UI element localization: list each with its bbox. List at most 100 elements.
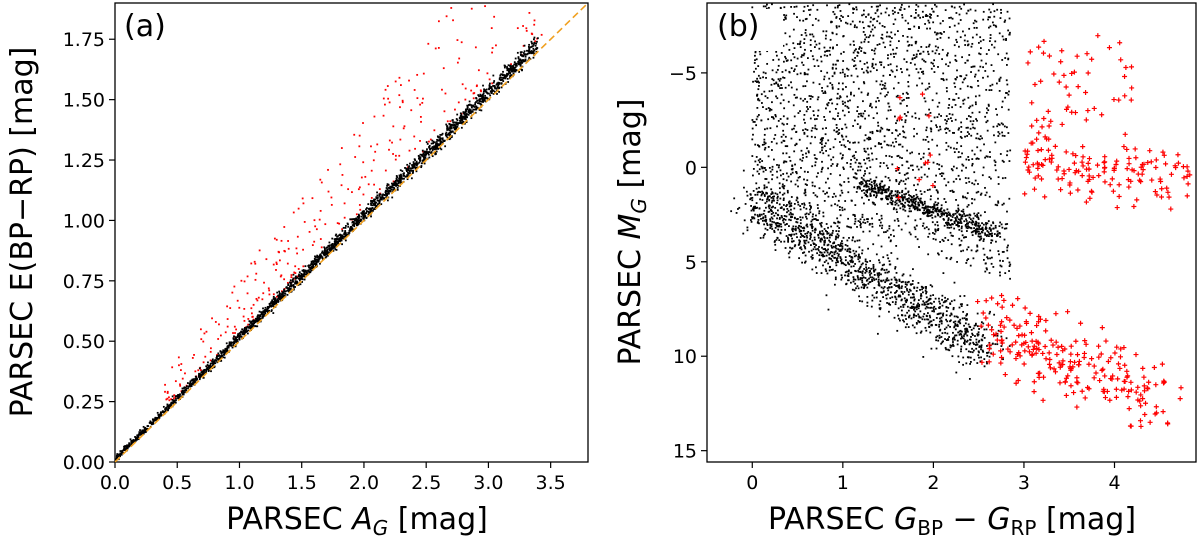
data-point (202, 373, 205, 376)
data-point (391, 196, 394, 199)
data-point (367, 207, 370, 210)
data-point (893, 235, 895, 238)
data-point (791, 128, 794, 131)
data-point (846, 270, 848, 273)
data-point (929, 302, 932, 305)
data-point (838, 132, 841, 134)
data-point (790, 202, 793, 205)
data-point (945, 148, 948, 151)
data-point (478, 102, 480, 105)
data-point (803, 241, 806, 244)
data-point (965, 262, 968, 264)
data-point (933, 71, 936, 73)
data-point (948, 349, 951, 352)
data-point (900, 3, 903, 6)
data-point (750, 209, 753, 212)
data-point (825, 150, 828, 152)
y-tick-label: 0.00 (63, 452, 105, 474)
data-point (859, 218, 862, 221)
data-point (836, 44, 838, 46)
data-point (295, 275, 297, 278)
data-point (852, 276, 855, 279)
data-point (855, 26, 858, 29)
data-point (399, 138, 402, 141)
data-point (401, 170, 404, 173)
data-point (421, 149, 424, 152)
data-point (915, 40, 918, 43)
data-point (774, 192, 777, 195)
data-point (763, 193, 766, 196)
data-point (992, 266, 995, 268)
data-point (819, 151, 822, 154)
data-point (473, 92, 476, 94)
data-point (936, 229, 939, 232)
data-point (839, 95, 842, 98)
data-point (975, 20, 978, 23)
data-point (967, 43, 970, 46)
data-point (857, 141, 860, 144)
data-point (434, 47, 437, 50)
data-point (757, 98, 759, 101)
data-point (784, 135, 787, 138)
data-point (817, 65, 820, 68)
data-point (373, 200, 376, 203)
data-point (467, 113, 470, 116)
data-point (267, 287, 270, 290)
data-point (889, 63, 892, 66)
data-point (867, 199, 870, 201)
data-point (483, 97, 486, 99)
data-point (419, 156, 422, 159)
data-point (843, 114, 846, 117)
data-point (827, 167, 829, 170)
data-point (412, 170, 415, 173)
data-point (857, 165, 860, 168)
data-point (471, 104, 474, 107)
panel-a: 0.0 0.5 1.0 1.5 2.0 2.5 3.0 3.5 0.000.250.500.7… (5, 2, 589, 539)
data-point (976, 249, 979, 252)
data-point (871, 64, 874, 66)
data-point (435, 144, 438, 146)
data-point (493, 85, 496, 88)
data-point (892, 12, 895, 15)
data-point (899, 102, 902, 105)
data-point (389, 187, 392, 190)
data-point (939, 32, 942, 35)
data-point (297, 275, 300, 277)
data-point (841, 240, 843, 242)
data-point (953, 24, 956, 27)
data-point (1004, 223, 1007, 226)
data-point (972, 120, 975, 122)
data-point (802, 19, 805, 22)
data-point (909, 274, 912, 277)
data-point (934, 229, 937, 231)
data-point (328, 251, 331, 254)
data-point (982, 247, 985, 250)
data-point (141, 429, 144, 432)
data-point (887, 64, 890, 66)
data-point (775, 50, 778, 53)
data-point (240, 279, 243, 282)
data-point (421, 155, 424, 157)
data-point (853, 94, 856, 97)
data-point (198, 373, 201, 376)
data-point (756, 94, 758, 97)
data-point (793, 93, 796, 96)
data-point (835, 264, 838, 267)
data-point (291, 284, 294, 287)
data-point (902, 34, 904, 37)
data-point (840, 134, 843, 137)
data-point (884, 82, 887, 85)
data-point (772, 59, 775, 61)
data-point (799, 110, 801, 113)
data-point (758, 81, 760, 84)
data-point (882, 279, 885, 282)
data-point (942, 79, 945, 82)
data-point (971, 149, 974, 152)
data-point (919, 294, 922, 297)
data-point (395, 177, 398, 180)
data-point (505, 75, 507, 78)
data-point (292, 211, 295, 214)
data-point (511, 74, 514, 77)
data-point (512, 66, 515, 69)
data-point (234, 332, 236, 334)
